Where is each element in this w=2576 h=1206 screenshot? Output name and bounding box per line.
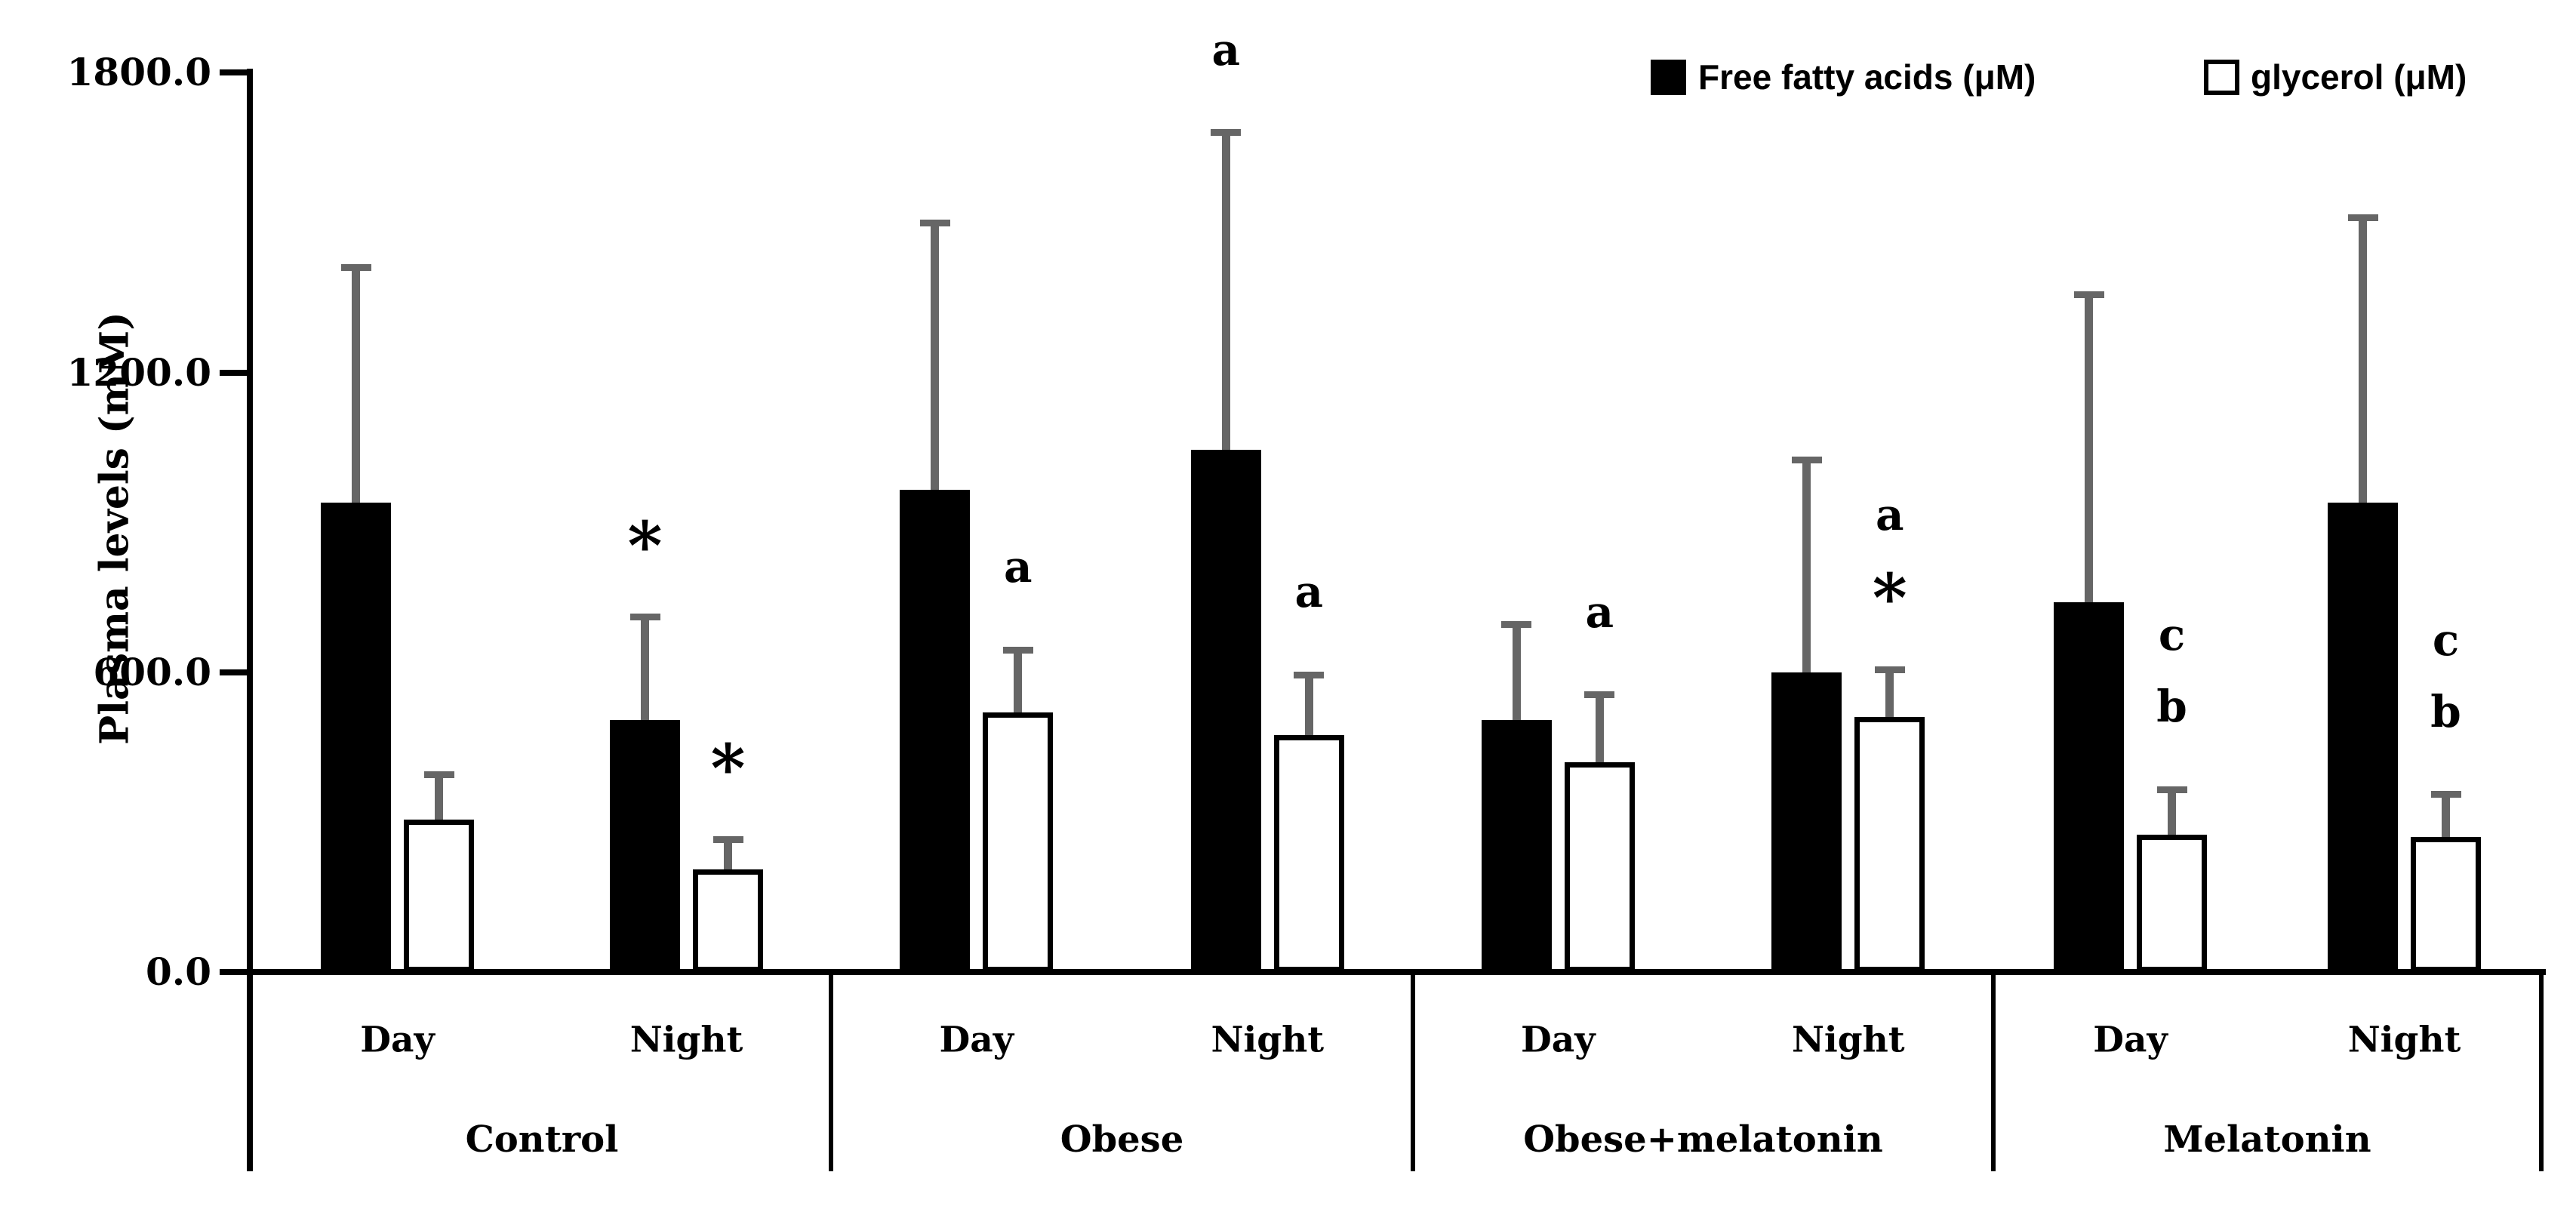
error-bar-cap <box>1791 456 1822 463</box>
annotation-a: a <box>1003 541 1033 592</box>
bar-glycerol <box>2137 834 2207 972</box>
group-label: Control <box>465 1118 619 1161</box>
bar-glycerol <box>1273 734 1344 972</box>
ytick-mark <box>220 369 247 376</box>
error-bar-cap <box>1501 621 1532 629</box>
legend-swatch-glycerol <box>2204 60 2239 95</box>
error-bar-stem <box>724 839 732 873</box>
time-category-label: Day <box>2093 1019 2168 1061</box>
error-bar-cap <box>919 219 950 226</box>
ytick-mark <box>220 669 247 675</box>
error-bar-stem <box>1014 650 1023 715</box>
error-bar-cap <box>423 771 454 778</box>
ytick-label: 0.0 <box>146 949 211 994</box>
ytick-mark <box>220 969 247 975</box>
error-bar-stem <box>1885 669 1894 721</box>
time-category-label: Night <box>629 1019 743 1061</box>
ytick-label: 1200.0 <box>66 349 211 395</box>
error-bar-cap <box>1874 666 1905 673</box>
group-divider <box>1991 972 1996 1171</box>
error-bar-stem <box>2359 217 2367 506</box>
error-bar-stem <box>1512 624 1521 723</box>
bar-free-fatty-acids <box>2328 502 2398 972</box>
legend-swatch-free-fatty-acids <box>1651 60 1686 95</box>
time-category-label: Day <box>1520 1019 1596 1061</box>
error-bar-stem <box>352 267 360 506</box>
bar-glycerol <box>983 712 1054 972</box>
x-axis-line <box>247 969 2546 975</box>
bar-glycerol <box>404 820 474 972</box>
error-bar-cap <box>629 614 660 621</box>
legend-label-free-fatty-acids: Free fatty acids (μM) <box>1698 57 2036 97</box>
y-axis-line <box>247 69 253 1171</box>
time-category-label: Night <box>2347 1019 2461 1061</box>
bar-glycerol <box>693 869 763 972</box>
group-divider <box>2539 972 2544 1171</box>
time-category-label: Day <box>360 1019 435 1061</box>
error-bar-cap <box>1002 646 1033 654</box>
annotation-asterisk: * <box>1872 558 1907 638</box>
group-label: Obese+melatonin <box>1523 1118 1883 1161</box>
error-bar-cap <box>2156 786 2187 793</box>
annotation-b: b <box>2156 681 2187 733</box>
error-bar-stem <box>931 223 940 494</box>
ytick-label: 600.0 <box>93 649 211 694</box>
error-bar-cap <box>340 264 371 272</box>
bar-free-fatty-acids <box>1771 672 1842 972</box>
annotation-a: a <box>1294 566 1324 618</box>
bar-glycerol <box>1564 761 1635 972</box>
error-bar-cap <box>2430 791 2461 798</box>
bar-free-fatty-acids <box>900 490 971 972</box>
annotation-asterisk: * <box>627 506 663 585</box>
time-category-label: Night <box>1791 1019 1905 1061</box>
error-bar-stem <box>1802 460 1811 675</box>
annotation-c: c <box>2432 614 2460 666</box>
bar-free-fatty-acids <box>610 719 680 972</box>
group-label: Obese <box>1060 1118 1184 1161</box>
error-bar-cap <box>1584 691 1615 699</box>
ytick-mark <box>220 69 247 76</box>
error-bar-stem <box>1304 675 1313 738</box>
error-bar-stem <box>1221 132 1230 454</box>
ytick-label: 1800.0 <box>66 50 211 95</box>
annotation-b: b <box>2430 685 2461 737</box>
group-divider <box>829 972 833 1171</box>
annotation-asterisk: * <box>710 728 746 808</box>
group-label: Melatonin <box>2163 1118 2371 1161</box>
error-bar-cap <box>712 836 743 844</box>
error-bar-cap <box>2347 214 2378 221</box>
error-bar-stem <box>2442 794 2450 841</box>
error-bar-cap <box>2073 291 2104 299</box>
annotation-a: a <box>1211 23 1241 75</box>
bar-free-fatty-acids <box>2054 602 2124 972</box>
bar-glycerol <box>2411 837 2481 972</box>
annotation-a: a <box>1875 489 1904 541</box>
error-bar-cap <box>1211 129 1242 137</box>
error-bar-stem <box>1595 694 1604 765</box>
annotation-a: a <box>1585 586 1614 638</box>
time-category-label: Night <box>1211 1019 1325 1061</box>
bar-free-fatty-acids <box>321 502 391 972</box>
error-bar-cap <box>1294 671 1325 678</box>
error-bar-stem <box>2085 294 2093 606</box>
error-bar-stem <box>435 774 443 823</box>
legend-label-glycerol: glycerol (μM) <box>2251 57 2467 97</box>
error-bar-stem <box>641 617 649 723</box>
time-category-label: Day <box>939 1019 1014 1061</box>
bar-glycerol <box>1854 717 1925 972</box>
bar-free-fatty-acids <box>1481 719 1552 972</box>
annotation-c: c <box>2158 609 2186 661</box>
group-divider <box>1411 972 1415 1171</box>
error-bar-stem <box>2168 789 2176 838</box>
bar-free-fatty-acids <box>1190 450 1261 972</box>
